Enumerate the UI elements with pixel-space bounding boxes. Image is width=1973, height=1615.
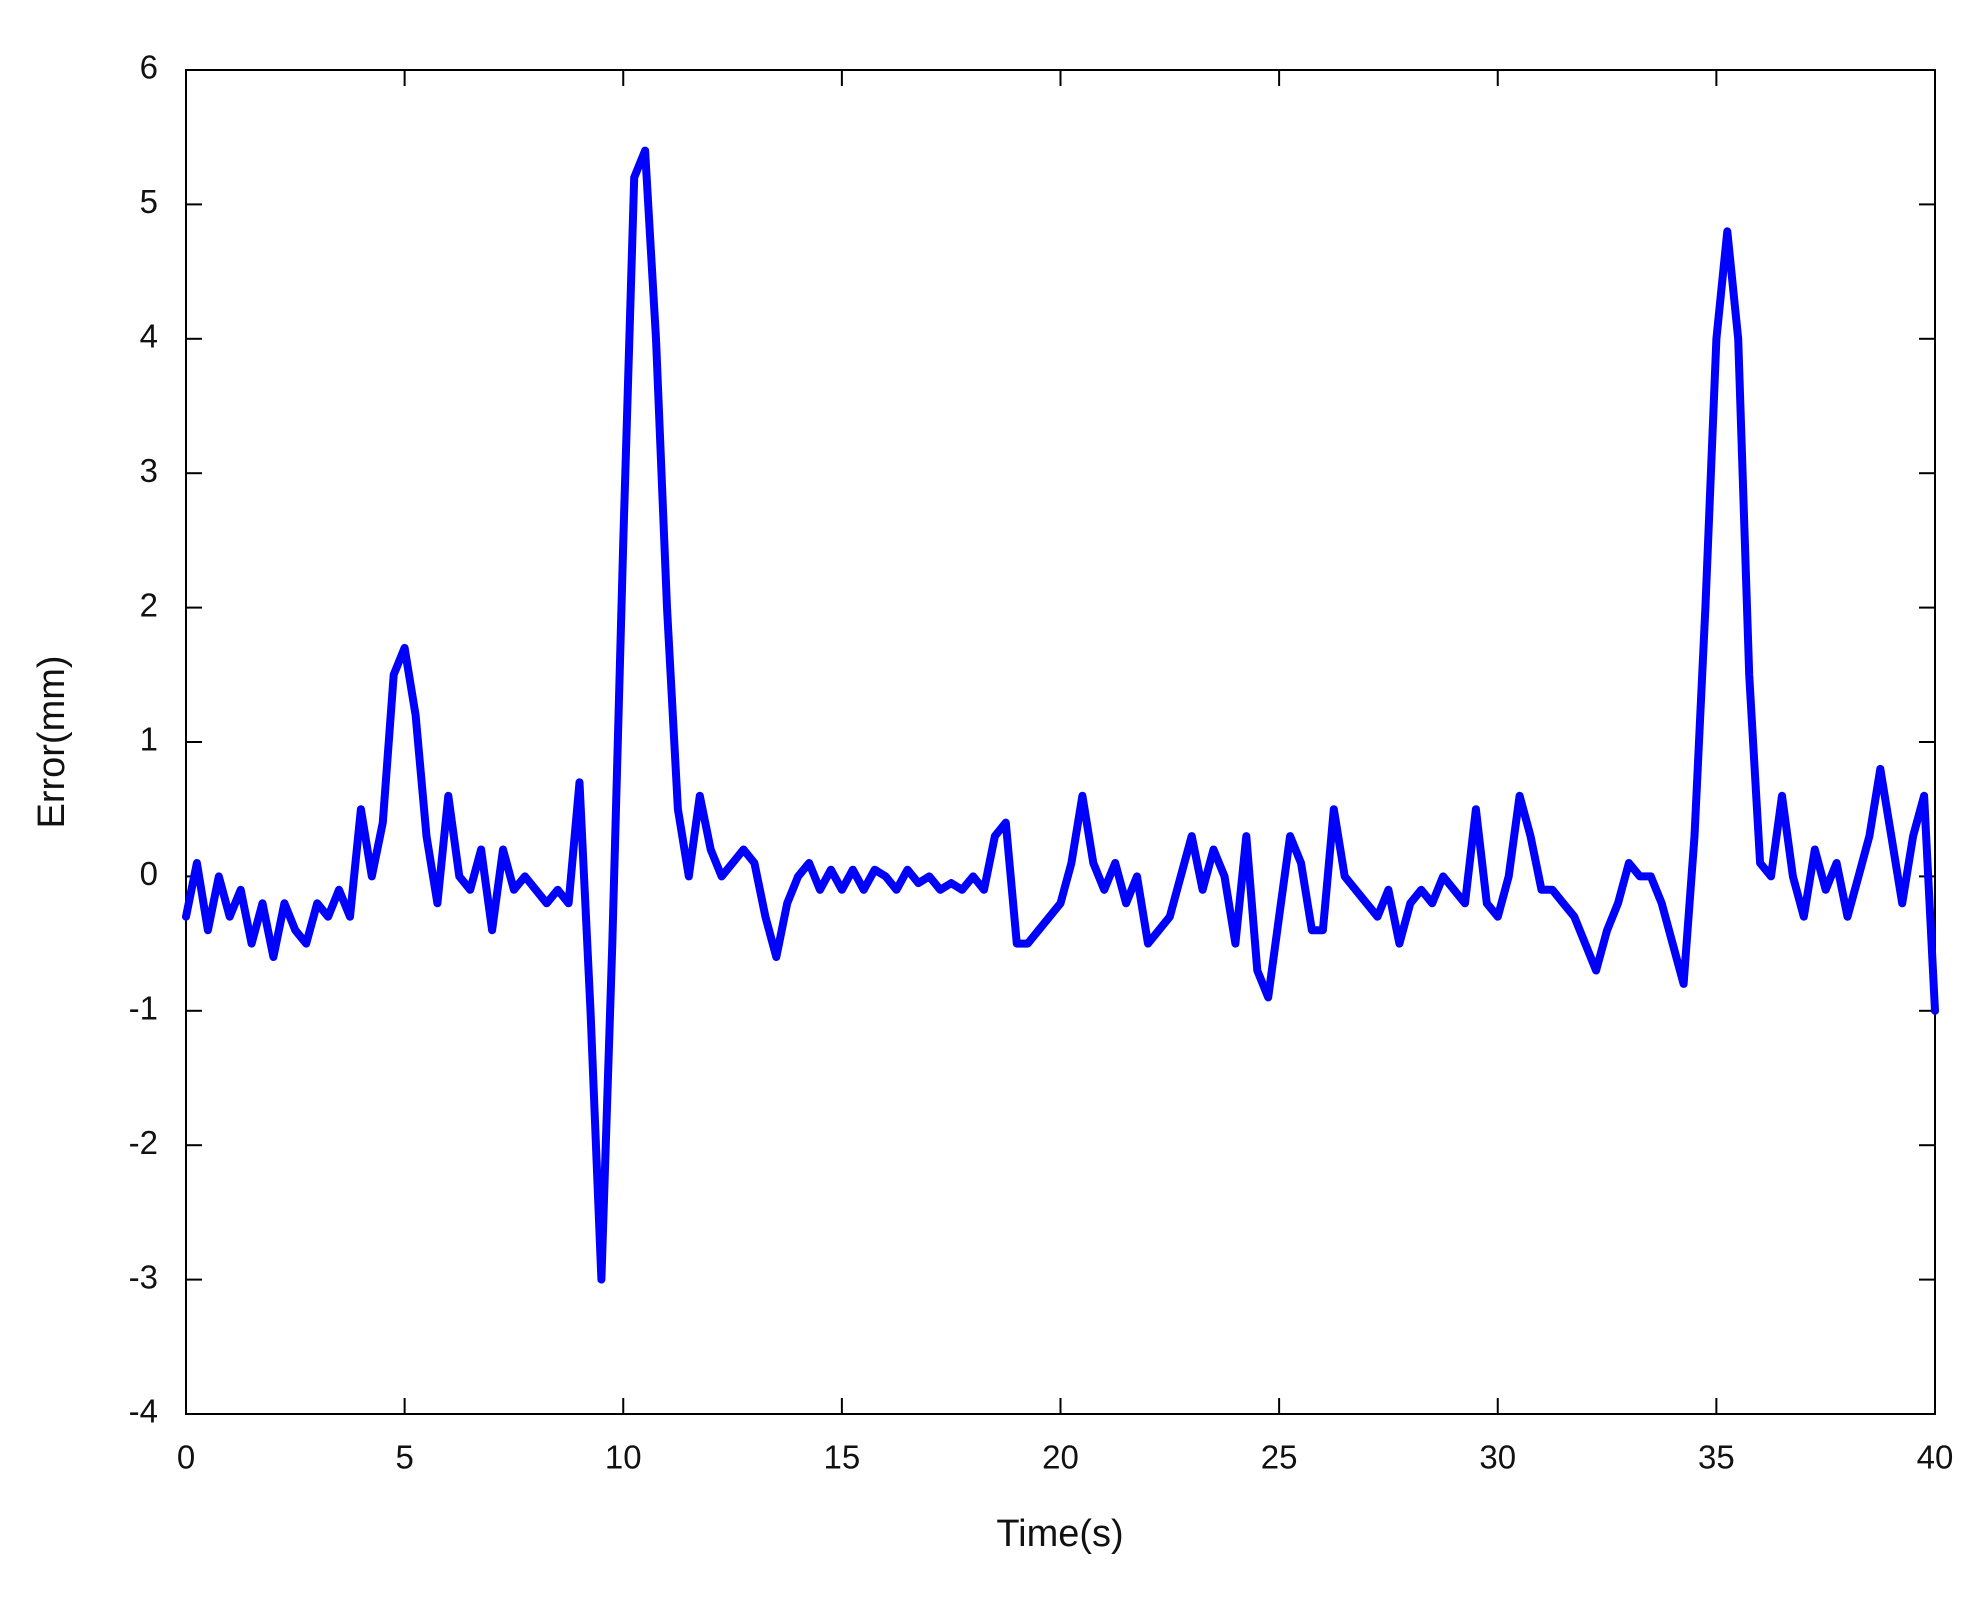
y-tick-label: -1 (129, 990, 158, 1027)
y-tick-label: 3 (140, 452, 158, 489)
x-tick-label: 20 (1042, 1439, 1079, 1476)
x-tick-label: 10 (605, 1439, 642, 1476)
y-tick-label: -4 (129, 1393, 158, 1430)
y-tick-label: -3 (129, 1258, 158, 1295)
x-tick-label: 25 (1261, 1439, 1298, 1476)
y-tick-label: -2 (129, 1124, 158, 1161)
x-tick-label: 30 (1479, 1439, 1516, 1476)
y-tick-label: 0 (140, 855, 158, 892)
x-tick-label: 35 (1698, 1439, 1735, 1476)
plot-frame (185, 69, 1936, 1415)
y-tick-label: 6 (140, 49, 158, 86)
x-tick-label: 5 (395, 1439, 413, 1476)
y-axis-label: Error(mm) (31, 655, 73, 828)
line-series (182, 146, 1939, 1284)
y-tick-label: 4 (140, 318, 158, 355)
y-tick-label: 1 (140, 721, 158, 758)
y-tick-label: 2 (140, 586, 158, 623)
x-axis-label: Time(s) (996, 1513, 1123, 1555)
x-tick-label: 15 (824, 1439, 861, 1476)
y-tick-label: 5 (140, 183, 158, 220)
x-tick-label: 0 (177, 1439, 195, 1476)
x-tick-label: 40 (1917, 1439, 1954, 1476)
